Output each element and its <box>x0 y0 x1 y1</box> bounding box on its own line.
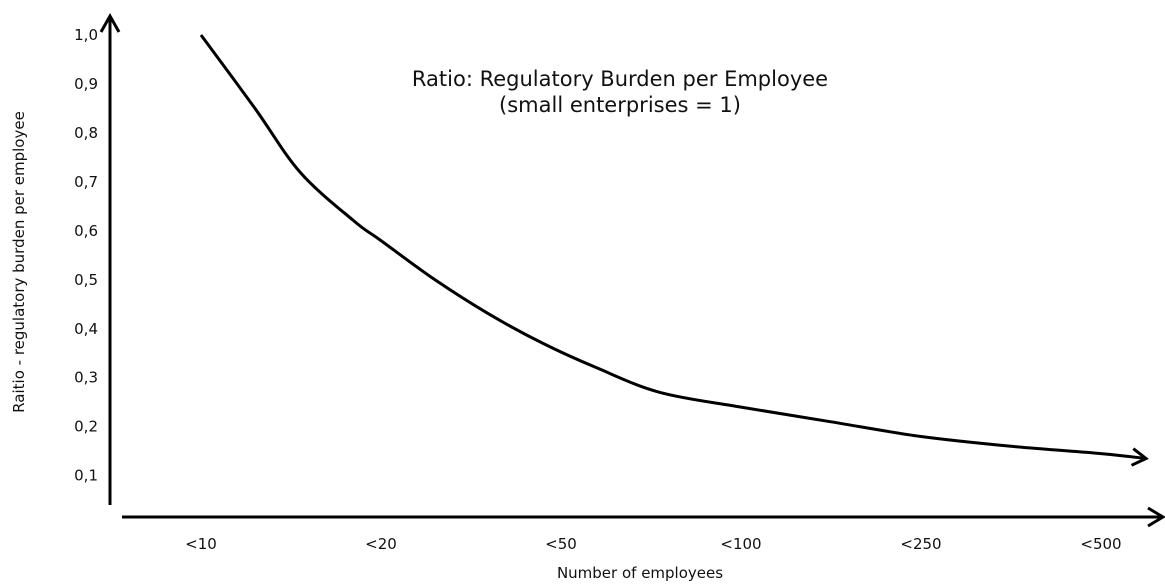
chart-title: Ratio: Regulatory Burden per Employee <box>412 67 828 91</box>
x-tick-labels: <10 <20 <50 <100 <250 <500 <box>185 535 1121 553</box>
y-tick-label: 0,3 <box>74 369 98 387</box>
y-tick-label: 0,4 <box>74 320 98 338</box>
y-tick-labels: 1,0 0,9 0,8 0,7 0,6 0,5 0,4 0,3 0,2 0,1 <box>74 26 98 485</box>
y-tick-label: 0,1 <box>74 467 98 485</box>
series-arrowhead <box>1130 447 1149 467</box>
x-axis-arrowhead <box>1147 506 1165 528</box>
y-tick-label: 0,6 <box>74 222 98 240</box>
y-tick-label: 0,7 <box>74 173 98 191</box>
chart-subtitle: (small enterprises = 1) <box>499 93 741 117</box>
y-tick-label: 0,2 <box>74 418 98 436</box>
x-tick-label: <20 <box>365 535 397 553</box>
y-tick-label: 0,8 <box>74 124 98 142</box>
y-tick-label: 0,5 <box>74 271 98 289</box>
x-axis-label: Number of employees <box>557 564 723 582</box>
y-axis-label: Raitio - regulatory burden per employee <box>10 111 28 413</box>
series-group <box>199 34 1149 467</box>
series-line <box>199 34 1147 460</box>
y-tick-label: 1,0 <box>74 26 98 44</box>
x-tick-label: <100 <box>720 535 761 553</box>
x-tick-label: <250 <box>900 535 941 553</box>
x-tick-label: <500 <box>1080 535 1121 553</box>
y-tick-label: 0,9 <box>74 75 98 93</box>
x-tick-label: <50 <box>545 535 577 553</box>
x-tick-label: <10 <box>185 535 217 553</box>
y-axis-arrowhead <box>99 12 121 33</box>
